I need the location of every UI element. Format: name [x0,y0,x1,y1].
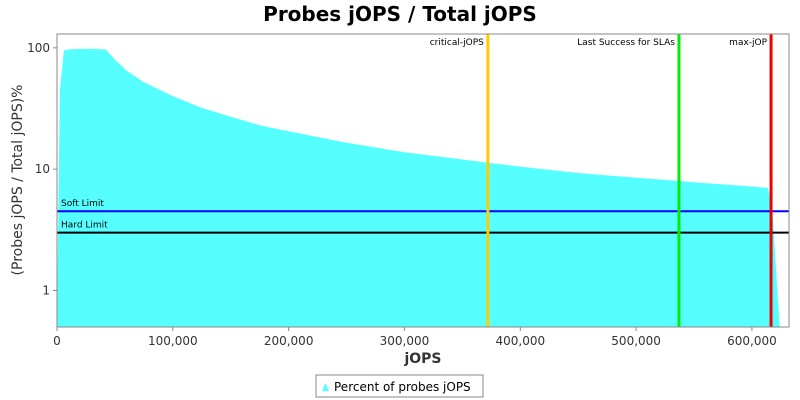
chart-title: Probes jOPS / Total jOPS [263,2,537,26]
legend-item-label: Percent of probes jOPS [334,380,471,394]
x-tick-label: 100,000 [148,334,198,348]
legend: Percent of probes jOPS [315,374,484,398]
x-tick-label: 0 [53,334,61,348]
x-tick-label: 400,000 [495,334,545,348]
x-tick-label: 500,000 [611,334,661,348]
legend-box [315,374,484,398]
vline-label: Last Success for SLAs [577,38,675,48]
vline-label: max-jOP [729,38,767,48]
x-tick-label: 300,000 [380,334,430,348]
series-area-probes-jops [57,48,780,328]
x-axis-ticks: 0 100,000 200,000 300,000 400,000 500,000 600,… [53,327,777,348]
y-axis-ticks: 1 10 100 [27,41,57,297]
y-tick-label: 1 [42,283,50,297]
reference-lines: Soft Limit Hard Limit critical-jOPS Last Su… [57,34,789,327]
x-tick-label: 600,000 [727,334,777,348]
hline-label: Soft Limit [61,199,104,209]
y-tick-label: 100 [27,41,50,55]
y-tick-label: 10 [35,162,50,176]
vline-label: critical-jOPS [430,38,484,48]
legend-swatch [322,383,329,391]
hline-label: Hard Limit [61,221,108,231]
x-axis-label: jOPS [403,351,441,367]
x-tick-label: 200,000 [264,334,314,348]
plot-border [56,33,790,328]
y-axis-label: (Probes jOPS / Total jOPS)% [10,85,26,276]
